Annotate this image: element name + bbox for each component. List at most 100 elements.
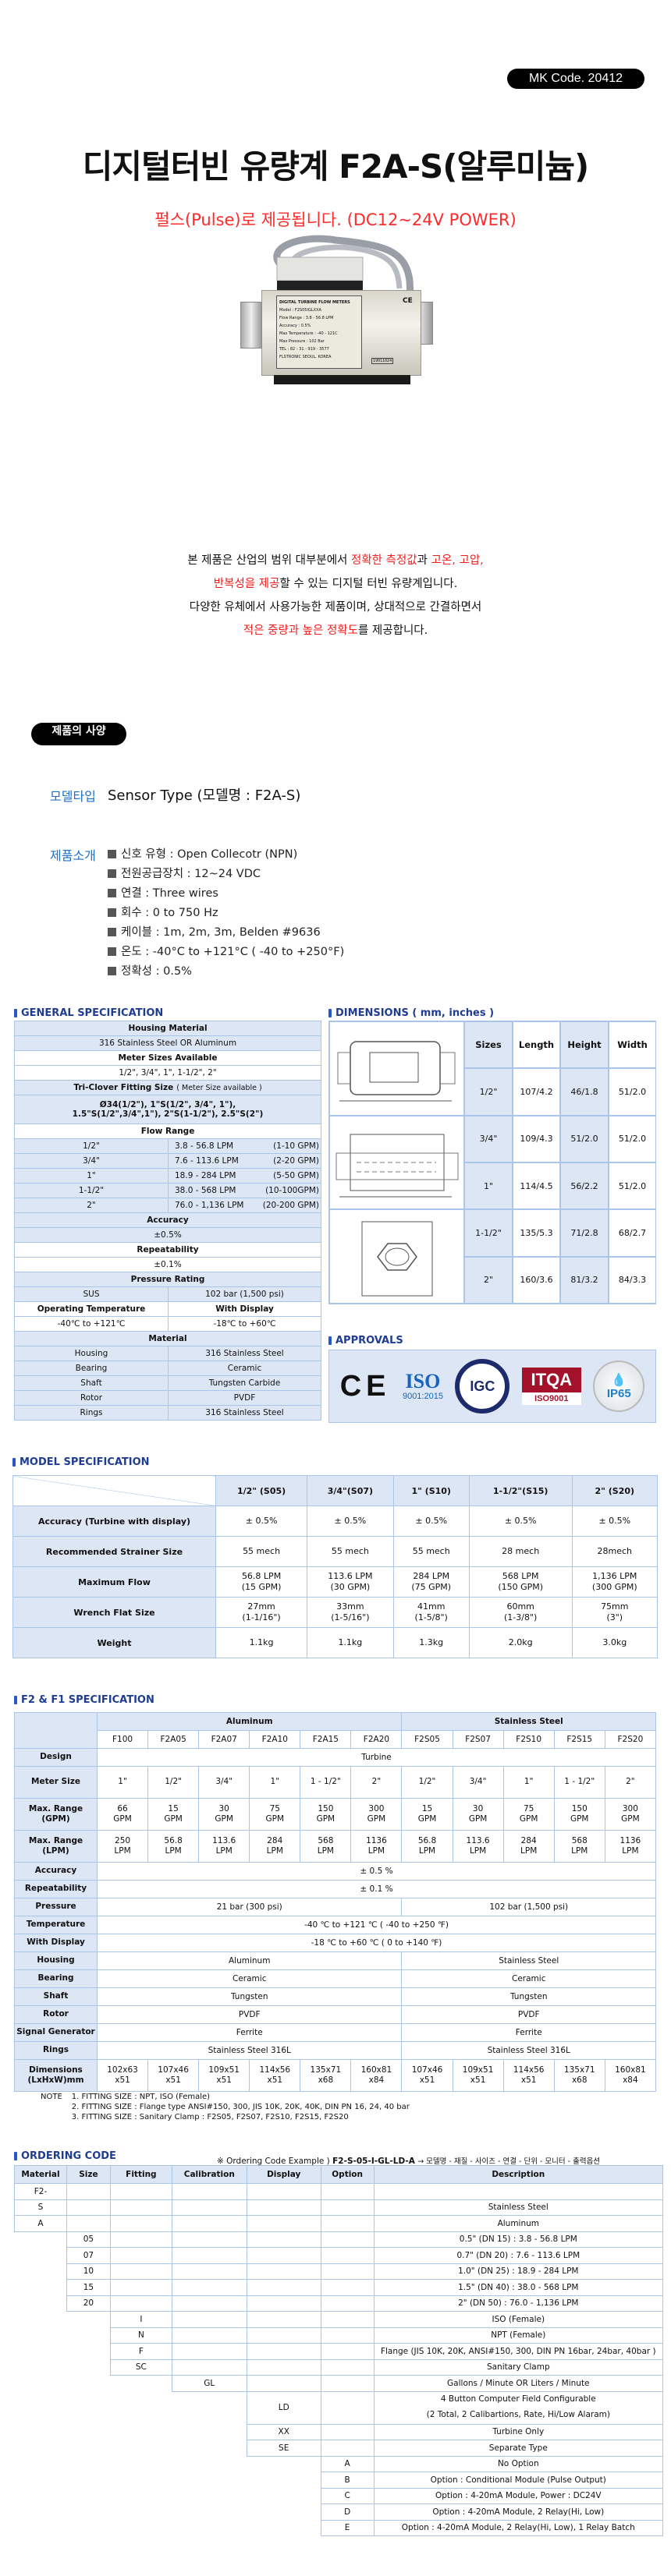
iso-logo-text: ISO [405,1370,441,1392]
row-label: Accuracy [14,1862,98,1881]
note-item: 3. FITTING SIZE : Sanitary Clamp : F2S05… [71,2113,349,2121]
empty-cell [110,2504,172,2521]
empty-cell [247,2520,321,2536]
cell: Rings [14,1405,169,1421]
model-header: F2A05 [147,1730,200,1749]
cell: 60mm (1-3/8") [468,1597,573,1628]
intro-spec-item: 케이블 : 1m, 2m, 3m, Belden #9636 [108,923,344,943]
empty-cell [172,2391,247,2424]
cell: 55 mech [215,1536,308,1567]
cell: 284 LPM (75 GPM) [392,1566,470,1598]
cell [320,2440,375,2457]
row-heading: Flow Range [14,1123,321,1139]
intro-spec-item: 연결 : Three wires [108,884,344,904]
row-heading: Material [14,1331,321,1346]
table-row: Temperature -40 ℃ to +121 ℃ ( -40 to +250… [14,1916,656,1934]
model-header: F2A10 [249,1730,301,1749]
cell: 55 mech [392,1536,470,1567]
intro-spec-item: 온도 : -40°C to +121°C ( -40 to +250°F) [108,943,344,962]
empty-cell [15,2280,67,2296]
cell: 1 - 1/2" [300,1766,352,1799]
cell [320,2263,375,2280]
order-code-cell: C [320,2487,375,2504]
corner-cell [14,1712,98,1749]
description-cell: Stainless Steel [373,2199,664,2216]
intro-spec-text: 온도 : -40°C to +121°C ( -40 to +250°F) [121,946,345,958]
table-row: Rings Stainless Steel 316L Stainless Steel… [14,2041,656,2060]
table-row: Operating Temperature With Display [14,1301,321,1317]
cell: 55 mech [307,1536,394,1567]
empty-cell [15,2312,67,2328]
cell: 114x56 x51 [502,2059,555,2092]
cell: 38.0 - 568 LPM [167,1183,254,1198]
empty-cell [172,2472,247,2489]
table-row: Rotor PVDF PVDF [14,2005,656,2024]
empty-cell [172,2424,247,2440]
general-spec-heading: GENERAL SPECIFICATION [14,1007,163,1019]
cell: 27mm (1-1/16") [215,1597,308,1628]
cell [246,2199,321,2216]
table-row: XX Turbine Only [15,2423,664,2440]
cell: Tungsten [401,1987,656,2006]
description-cell: No Option [373,2455,664,2472]
order-code-cell: 15 [66,2279,111,2296]
cell: 1136 LPM [604,1830,657,1863]
cell [320,2183,375,2200]
cell [66,2215,111,2232]
cell: 284 LPM [502,1830,555,1863]
cell: -18℃ to +60℃ [168,1316,321,1332]
cell: 2" [14,1198,169,1213]
cell: 1/2" [464,1068,513,1116]
cell: 2.0kg [468,1627,573,1658]
nameplate-line: Model : F2S05IGLXXA [279,308,321,313]
igc-logo-text: IGC [470,1378,495,1394]
empty-cell [15,2424,67,2440]
cell: 316 Stainless Steel [168,1346,321,1361]
table-header-row: 1/2" (S05) 3/4"(S07) 1" (S10) 1-1/2"(S15) 2"… [12,1475,659,1506]
description-cell: Aluminum [373,2215,664,2232]
intro-line: 적은 중량과 높은 정확도를 제공합니다. [0,619,671,642]
empty-cell [172,2440,247,2457]
column-header: Option [320,2165,375,2184]
table-row: Wrench Flat Size 27mm (1-1/16") 33mm (1-5/… [12,1597,659,1628]
row-label: Pressure [14,1898,98,1916]
cell: ± 0.5% [392,1506,470,1537]
description-cell: Option : Conditional Module (Pulse Outpu… [373,2472,664,2489]
column-header: Material [14,2165,67,2184]
product-image [234,234,437,390]
model-header: F2A15 [300,1730,352,1749]
order-code-cell: E [320,2519,375,2536]
empty-cell [110,2488,172,2504]
cell: 568 LPM [300,1830,352,1863]
cell: 102x63 x51 [96,2059,149,2092]
intro-specs-label: 제품소개 [50,848,96,863]
intro-line: 반복성을 제공할 수 있는 디지털 터빈 유량계입니다. [0,572,671,596]
row-label: Design [14,1748,98,1767]
note-item: 2. FITTING SIZE : Flange type ANSI#150, … [71,2103,410,2111]
cell: 316 Stainless Steel OR Aluminum [14,1035,321,1051]
cell: (1-10 GPM) [254,1138,321,1154]
model-spec-heading: MODEL SPECIFICATION [12,1456,150,1468]
order-code-cell: A [14,2215,67,2232]
empty-cell [66,2344,110,2360]
cell: 76.0 - 1,136 LPM [167,1198,254,1213]
intro-line: 본 제품은 산업의 범위 대부분에서 정확한 측정값과 고온, 고압, [0,549,671,572]
cell: Stainless Steel [401,1951,656,1970]
model-spec-table: 1/2" (S05) 3/4"(S07) 1" (S10) 1-1/2"(S15) 2"… [12,1475,659,1658]
corner-cell [12,1475,216,1506]
cell: 107x46 x51 [147,2059,200,2092]
bullet-square-icon [108,889,116,897]
empty-cell [172,2520,247,2536]
order-code-cell: B [320,2472,375,2489]
order-code-cell: 20 [66,2295,111,2312]
intro-highlight: 정확한 측정값 [351,554,417,567]
empty-cell [66,2504,110,2521]
cell [171,2247,247,2264]
cell: 28 mech [468,1536,573,1567]
cell [109,2183,172,2200]
cell-text: 1.5"S(1/2",3/4",1"), 2"S(1-1/2"), 2.5"S(… [72,1109,264,1119]
row-label: Wrench Flat Size [12,1597,216,1628]
column-header: Display [246,2165,321,2184]
row-label: Bearing [14,1969,98,1988]
model-header: F2A20 [350,1730,403,1749]
